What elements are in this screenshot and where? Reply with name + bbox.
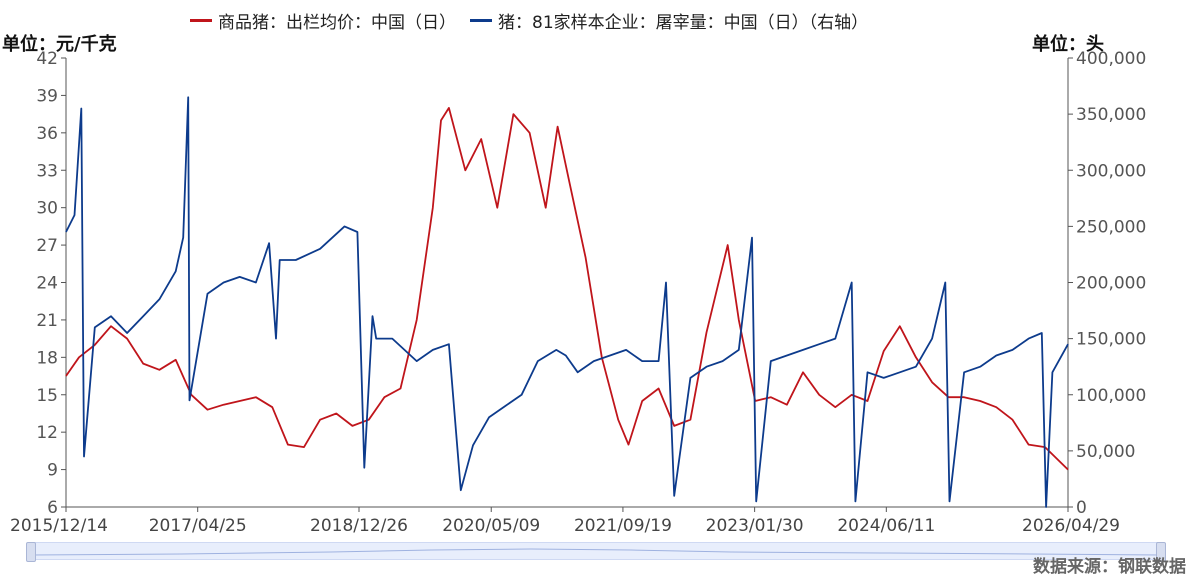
right-tick-label: 100,000 — [1076, 386, 1146, 406]
left-tick-label: 36 — [36, 124, 58, 144]
x-tick-label: 2017/04/25 — [149, 516, 247, 536]
x-tick-label: 2024/06/11 — [837, 516, 935, 536]
legend-item-series1[interactable]: 商品猪：出栏均价：中国（日） — [190, 8, 456, 33]
x-tick-label: 2021/09/19 — [574, 516, 672, 536]
right-tick-label: 200,000 — [1076, 274, 1146, 294]
right-tick-label: 150,000 — [1076, 330, 1146, 350]
x-tick-label: 2026/04/29 — [1022, 516, 1120, 536]
slider-left-handle[interactable] — [26, 542, 36, 562]
left-tick-label: 6 — [47, 498, 58, 518]
left-tick-label: 9 — [47, 461, 58, 481]
right-tick-label: 350,000 — [1076, 105, 1146, 125]
left-tick-label: 39 — [36, 86, 58, 106]
right-tick-label: 250,000 — [1076, 217, 1146, 237]
right-tick-label: 50,000 — [1076, 442, 1135, 462]
left-tick-label: 12 — [36, 423, 58, 443]
x-tick-label: 2023/01/30 — [706, 516, 804, 536]
slaughter-series-line — [65, 96, 1069, 508]
legend-label-series2: 猪：81家样本企业：屠宰量：中国（日）（右轴） — [498, 12, 869, 33]
left-tick-label: 15 — [36, 386, 58, 406]
right-axis-unit: 单位：头 — [1032, 34, 1104, 55]
legend-swatch-blue — [470, 18, 492, 22]
left-tick-label: 30 — [36, 199, 58, 219]
price-series-line — [65, 107, 1069, 471]
right-tick-label: 0 — [1076, 498, 1087, 518]
left-tick-label: 24 — [36, 274, 58, 294]
legend-label-series1: 商品猪：出栏均价：中国（日） — [218, 12, 456, 33]
data-source: 数据来源：钢联数据 — [1033, 557, 1186, 577]
slider-right-handle[interactable] — [1156, 542, 1166, 562]
legend-item-series2[interactable]: 猪：81家样本企业：屠宰量：中国（日）（右轴） — [470, 8, 868, 33]
left-tick-label: 33 — [36, 161, 58, 181]
x-tick-label: 2018/12/26 — [310, 516, 408, 536]
x-tick-label: 2020/05/09 — [442, 516, 540, 536]
left-tick-label: 27 — [36, 236, 58, 256]
slider-minimap — [31, 548, 1161, 556]
right-tick-label: 400,000 — [1076, 49, 1146, 69]
x-tick-label: 2015/12/14 — [10, 516, 108, 536]
left-axis-unit: 单位：元/千克 — [2, 34, 117, 55]
legend-swatch-red — [190, 18, 212, 22]
left-tick-label: 21 — [36, 311, 58, 331]
chart-legend: 商品猪：出栏均价：中国（日） 猪：81家样本企业：屠宰量：中国（日）（右轴） — [190, 6, 868, 34]
left-tick-label: 18 — [36, 348, 58, 368]
time-range-slider[interactable] — [26, 542, 1166, 562]
right-tick-label: 300,000 — [1076, 161, 1146, 181]
left-tick-label: 42 — [36, 49, 58, 69]
